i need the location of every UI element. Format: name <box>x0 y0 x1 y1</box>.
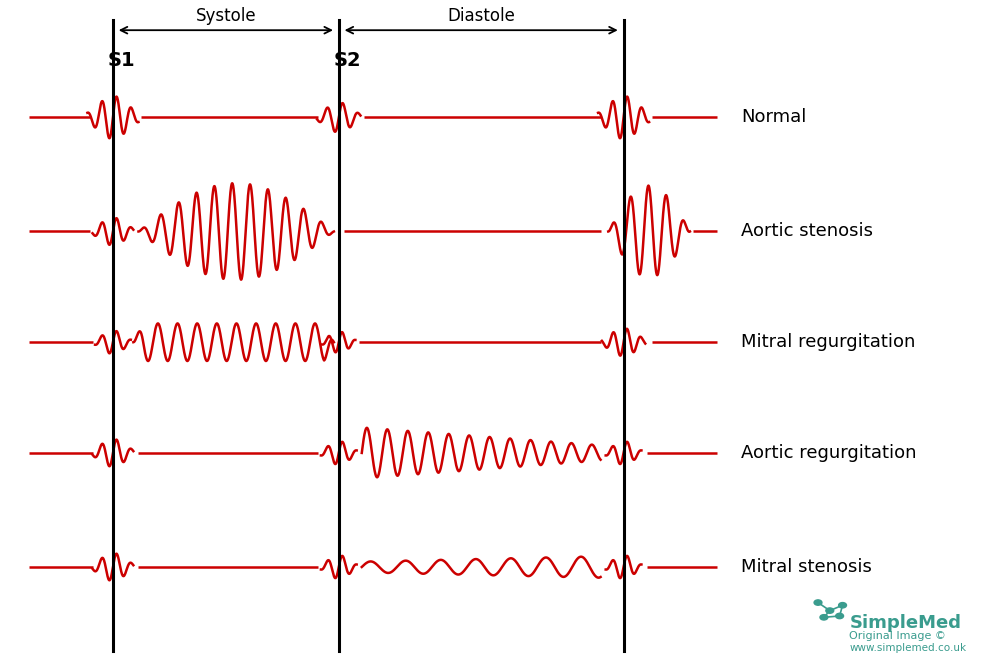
Text: Aortic regurgitation: Aortic regurgitation <box>741 444 917 462</box>
Text: www.simplemed.co.uk: www.simplemed.co.uk <box>849 643 966 653</box>
Circle shape <box>820 615 828 620</box>
Circle shape <box>826 608 834 613</box>
Text: Mitral stenosis: Mitral stenosis <box>741 558 872 576</box>
Text: Diastole: Diastole <box>447 7 516 25</box>
Text: SimpleMed: SimpleMed <box>849 614 961 632</box>
Text: Normal: Normal <box>741 109 807 126</box>
Circle shape <box>839 603 846 608</box>
Text: Mitral regurgitation: Mitral regurgitation <box>741 333 916 351</box>
Text: S2: S2 <box>334 52 361 70</box>
Circle shape <box>814 600 822 605</box>
Circle shape <box>836 613 844 619</box>
Text: Systole: Systole <box>195 7 256 25</box>
Text: Aortic stenosis: Aortic stenosis <box>741 223 873 240</box>
Text: Original Image ©: Original Image © <box>849 631 947 641</box>
Text: S1: S1 <box>108 52 136 70</box>
